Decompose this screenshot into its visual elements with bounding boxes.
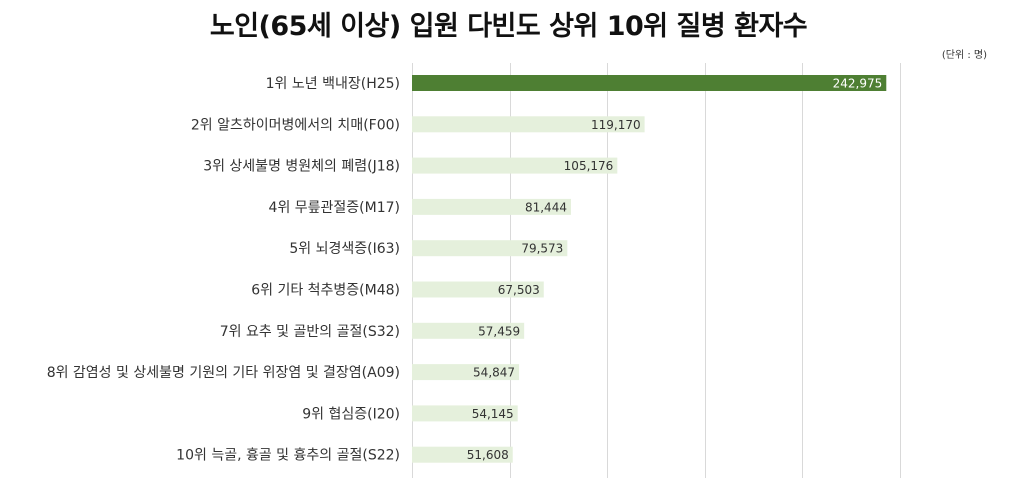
bar-2 — [412, 116, 645, 133]
bar-8 — [412, 364, 520, 381]
category-label-1: 1위 노년 백내장(H25) — [266, 76, 400, 92]
category-label-7: 7위 요추 및 골반의 골절(S32) — [220, 324, 400, 340]
value-label-6: 67,503 — [498, 283, 540, 297]
category-label-5: 5위 뇌경색증(I63) — [289, 241, 400, 257]
value-label-1: 242,975 — [833, 77, 883, 91]
value-label-5: 79,573 — [521, 242, 563, 256]
bar-7 — [412, 322, 525, 339]
unit-note: (단위 : 명) — [941, 50, 987, 61]
bar-3 — [412, 157, 618, 174]
category-label-3: 3위 상세불명 병원체의 폐렴(J18) — [203, 159, 400, 175]
bar-9 — [412, 405, 518, 422]
category-label-8: 8위 감염성 및 상세불명 기원의 기타 위장염 및 결장염(A09) — [47, 365, 400, 381]
bar-5 — [412, 240, 568, 257]
category-label-2: 2위 알츠하이머병에서의 치매(F00) — [191, 117, 400, 133]
category-label-4: 4위 무릎관절증(M17) — [269, 200, 400, 216]
value-label-8: 54,847 — [473, 366, 515, 380]
category-label-9: 9위 협심증(I20) — [302, 406, 400, 422]
bar-4 — [412, 198, 571, 215]
category-label-6: 6위 기타 척추병증(M48) — [251, 283, 400, 299]
value-label-4: 81,444 — [525, 200, 567, 214]
bar-6 — [412, 281, 544, 298]
chart-title: 노인(65세 이상) 입원 다빈도 상위 10위 질병 환자수 — [209, 11, 808, 42]
value-label-9: 54,145 — [472, 407, 514, 421]
value-label-10: 51,608 — [467, 448, 509, 462]
bar-1 — [412, 75, 887, 91]
category-label-10: 10위 늑골, 흉골 및 흉추의 골절(S22) — [176, 448, 400, 464]
value-label-2: 119,170 — [591, 118, 641, 132]
value-label-3: 105,176 — [564, 159, 614, 173]
value-label-7: 57,459 — [478, 324, 520, 338]
bar-10 — [412, 446, 513, 463]
